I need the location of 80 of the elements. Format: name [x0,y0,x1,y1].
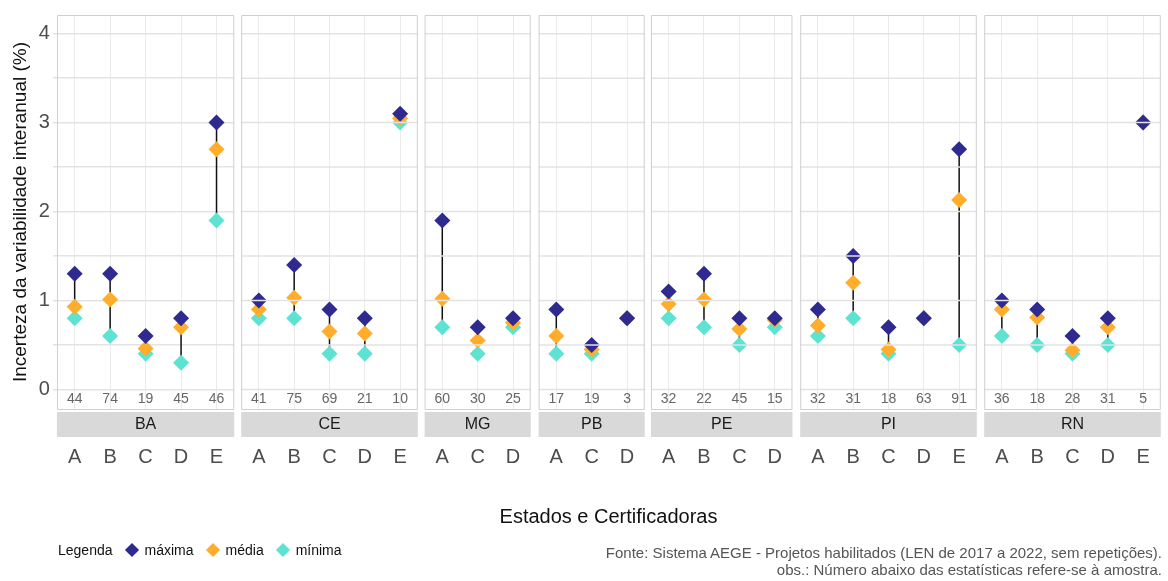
x-tick-label: A [662,444,677,467]
x-tick-label: C [470,444,486,467]
x-tick-label: D [1100,444,1115,467]
x-tick-label: D [916,444,931,467]
annotation: 75 [286,389,302,406]
x-tick-label: C [1065,444,1080,467]
annotation: 32 [809,389,826,406]
x-tick-label: B [697,444,712,467]
annotation: 18 [1029,389,1045,406]
x-tick-label: C [322,444,337,467]
y-tick-label: 1 [38,288,50,311]
annotation: 31 [1099,389,1116,406]
y-tick-label: 4 [38,21,50,44]
text: BA [134,415,157,433]
annotation: 15 [767,389,784,406]
annotation: 45 [732,389,748,406]
legend-label: máxima [144,542,194,558]
x-tick-label: B [287,444,301,467]
annotation: 18 [880,389,897,406]
legend-label: média [225,542,264,558]
x-axis-title: Estados e Certificadoras [498,505,719,528]
text: obs.: Número abaixo das estatísticas refere-se à amostra. [775,561,1162,578]
annotation: 41 [250,389,267,406]
x-tick-label: C [138,444,153,467]
x-tick-label: B [1030,444,1044,467]
x-tick-label: A [436,444,451,467]
legend-title: Legenda [58,542,113,558]
y-tick-label: 3 [38,110,50,133]
x-tick-label: E [209,444,224,467]
annotation: 44 [66,389,83,406]
x-tick-label: E [952,444,966,467]
x-tick-label: E [393,444,407,467]
x-tick-label: A [549,444,564,467]
x-tick-label: D [619,444,634,467]
annotation: 17 [548,389,564,406]
annotation: 22 [696,389,713,406]
text: CE [318,415,341,433]
annotation: 19 [137,389,154,406]
x-tick-label: A [810,444,825,467]
annotation: 5 [1139,389,1148,406]
annotation: 60 [434,389,451,406]
annotation: 30 [470,389,487,406]
y-tick-label: 0 [38,376,50,399]
annotation: 46 [208,389,225,406]
annotation: 69 [321,389,338,406]
x-tick-label: E [1136,444,1150,467]
annotation: 19 [583,389,600,406]
annotation: 3 [622,389,631,406]
x-tick-label: A [994,444,1009,467]
annotation: 10 [392,389,408,406]
annotation: 91 [951,389,967,406]
text: MG [465,415,491,433]
annotation: 32 [661,389,678,406]
source-note: Fonte: Sistema AEGE - Projetos habilitados (LEN de 2017 a 2022, sem repetições). [605,544,1162,561]
y-tick-label: 2 [38,199,50,222]
x-tick-label: A [251,444,266,467]
text: PE [711,415,733,433]
x-tick-label: B [846,444,860,467]
x-tick-label: C [881,444,896,467]
x-tick-label: D [768,444,783,467]
x-tick-label: D [357,444,372,467]
annotation: 63 [915,389,932,406]
x-tick-label: A [68,444,83,467]
annotation: 45 [173,389,190,406]
x-tick-label: C [732,444,748,467]
annotation: 21 [356,389,373,406]
x-tick-label: C [584,444,599,467]
annotation: 25 [505,389,522,406]
text: PI [880,415,896,433]
annotation: 74 [102,389,119,406]
y-axis-title: Incerteza da variabilidade interanual (%) [8,41,30,383]
x-tick-label: D [506,444,521,467]
legend-label: mínima [295,542,342,558]
annotation: 36 [993,389,1010,406]
text: PB [580,415,602,433]
annotation: 28 [1064,389,1081,406]
x-tick-label: B [103,444,117,467]
x-tick-label: D [173,444,189,467]
text: RN [1060,415,1084,433]
annotation: 31 [845,389,861,406]
